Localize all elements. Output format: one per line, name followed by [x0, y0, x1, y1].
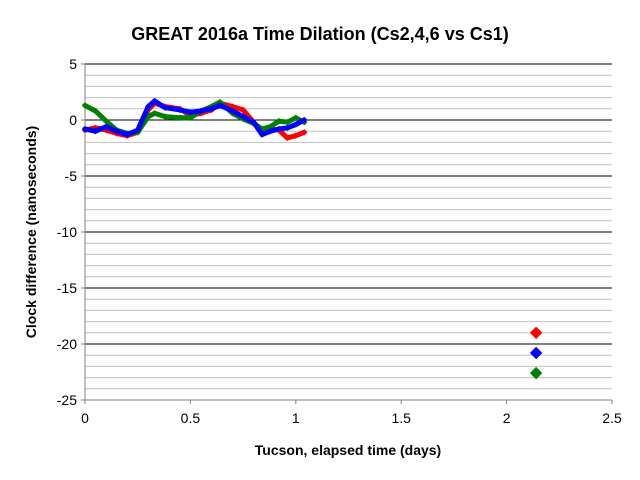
x-tick-label: 2.5 [602, 410, 622, 426]
data-point [267, 127, 274, 135]
y-tick-label: -25 [57, 392, 77, 408]
data-point [292, 132, 300, 139]
data-point [275, 117, 283, 125]
data-point [145, 103, 152, 110]
x-tick-label: 1.5 [391, 410, 411, 426]
y-tick-label: -15 [57, 280, 77, 296]
data-point [301, 116, 308, 124]
data-point [197, 107, 205, 115]
data-point [229, 107, 236, 115]
data-point [187, 114, 194, 121]
data-point [284, 124, 291, 132]
data-point-diamond [529, 366, 543, 380]
data-point [151, 110, 158, 117]
x-axis-ticks: 0 0.5 1 1.5 2 2.5 [81, 400, 622, 426]
series-3 [81, 97, 543, 360]
data-point [216, 102, 224, 109]
data-point [81, 102, 89, 109]
data-point [239, 113, 247, 120]
x-tick-label: 0 [81, 410, 89, 426]
y-tick-label: -10 [57, 224, 77, 240]
data-point [151, 97, 158, 105]
y-tick-label: 0 [69, 112, 77, 128]
data-point [176, 114, 184, 121]
data-point [161, 113, 169, 120]
chart-title: GREAT 2016a Time Dilation (Cs2,4,6 vs Cs… [131, 24, 508, 44]
x-tick-label: 1 [292, 410, 300, 426]
data-point [161, 104, 169, 111]
x-tick-label: 2 [503, 410, 511, 426]
y-tick-label: -20 [57, 336, 77, 352]
data-point [92, 107, 99, 115]
data-point [176, 106, 184, 114]
major-gridlines [85, 63, 612, 345]
data-point [123, 131, 131, 138]
x-axis-label: Tucson, elapsed time (days) [255, 442, 441, 458]
data-series [81, 97, 543, 380]
x-tick-label: 0.5 [181, 410, 201, 426]
data-point [113, 127, 120, 135]
data-point [258, 131, 266, 138]
y-axis-ticks: 5 0 -5 -10 -15 -20 -25 [57, 56, 85, 408]
data-point [292, 114, 300, 121]
y-tick-label: -5 [65, 168, 78, 184]
data-point [102, 123, 110, 130]
data-point [239, 106, 247, 114]
y-axis-label: Clock difference (nanoseconds) [23, 126, 39, 338]
data-point [284, 134, 291, 142]
data-point [275, 125, 283, 133]
data-point [301, 129, 308, 136]
data-point [134, 126, 141, 134]
data-point [102, 126, 110, 134]
data-point [292, 121, 300, 128]
data-point-diamond [529, 346, 543, 360]
minor-gridlines [85, 74, 612, 390]
data-point [187, 108, 194, 116]
y-tick-label: 5 [69, 56, 77, 72]
data-point [92, 127, 99, 135]
data-point-diamond [529, 326, 543, 340]
data-point [81, 125, 89, 133]
data-point [208, 105, 215, 113]
data-point [250, 119, 257, 126]
